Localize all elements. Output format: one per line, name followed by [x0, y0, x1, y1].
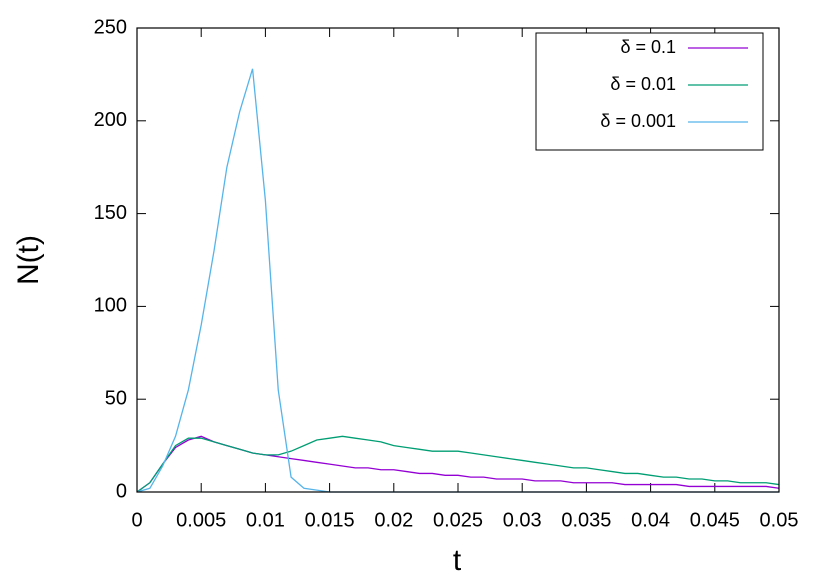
legend-label: δ = 0.1	[620, 37, 676, 57]
y-axis-label: N(t)	[12, 235, 45, 285]
x-tick-label: 0	[131, 509, 142, 531]
series-line	[136, 435, 780, 493]
y-tick-label: 100	[94, 295, 127, 317]
x-tick-label: 0.02	[374, 509, 413, 531]
x-tick-label: 0.045	[690, 509, 740, 531]
x-tick-label: 0.01	[246, 509, 285, 531]
y-tick-label: 50	[105, 387, 127, 409]
y-tick-label: 250	[94, 16, 127, 38]
legend-label: δ = 0.001	[600, 111, 676, 131]
x-tick-label: 0.04	[631, 509, 670, 531]
y-tick-label: 200	[94, 109, 127, 131]
x-axis-label: t	[453, 544, 462, 577]
legend-label: δ = 0.01	[610, 74, 676, 94]
y-tick-label: 150	[94, 202, 127, 224]
y-tick-label: 0	[116, 480, 127, 502]
x-tick-label: 0.005	[176, 509, 226, 531]
x-tick-label: 0.05	[760, 509, 799, 531]
x-tick-label: 0.03	[503, 509, 542, 531]
x-tick-label: 0.015	[305, 509, 355, 531]
plot-frame	[136, 27, 780, 493]
x-tick-label: 0.035	[561, 509, 611, 531]
legend-box	[535, 32, 764, 151]
x-tick-label: 0.025	[433, 509, 483, 531]
